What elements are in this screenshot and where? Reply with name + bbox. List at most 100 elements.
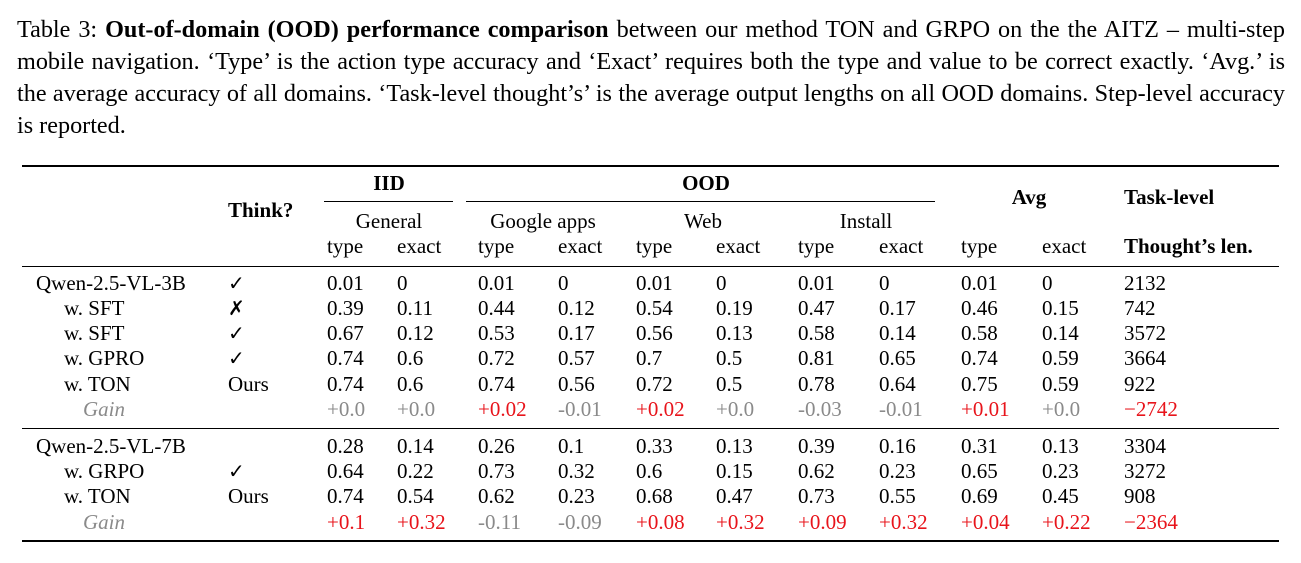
table-cell: 0.6: [397, 372, 424, 396]
model-name: w. GPRO: [64, 346, 145, 370]
gain-cell: -0.03: [798, 397, 842, 421]
table-cell: 0.57: [558, 346, 595, 370]
subheader-type: type: [636, 234, 673, 258]
table-cell: 0.81: [798, 346, 835, 370]
table-cell: 0.62: [478, 484, 515, 508]
table-cell: 0.39: [327, 296, 364, 320]
table-cell: 0.13: [716, 321, 753, 345]
think-marker: ✓: [228, 459, 245, 483]
table-cell: 0: [558, 271, 569, 295]
table-cell: 0.64: [879, 372, 916, 396]
gain-cell: +0.1: [327, 510, 366, 534]
table-cell: 3304: [1124, 434, 1166, 458]
gain-cell: +0.01: [961, 397, 1010, 421]
subheader-exact: exact: [716, 234, 761, 258]
table-cell: 0.78: [798, 372, 835, 396]
header-thought-len: Thought’s len.: [1124, 234, 1253, 258]
gain-label: Gain: [83, 510, 125, 534]
iid-underline: [324, 201, 453, 202]
table-cell: 0.11: [397, 296, 433, 320]
table-cell: 0.64: [327, 459, 364, 483]
gain-cell: -0.09: [558, 510, 602, 534]
table-cell: 3272: [1124, 459, 1166, 483]
gain-cell: +0.04: [961, 510, 1010, 534]
top-rule: [22, 165, 1279, 167]
table-cell: 0.65: [879, 346, 916, 370]
subheader-type: type: [327, 234, 364, 258]
group-rule: [22, 428, 1279, 429]
table-cell: 0.01: [327, 271, 364, 295]
header-ood: OOD: [682, 171, 730, 195]
table-cell: 0.16: [879, 434, 916, 458]
table-cell: 0.47: [716, 484, 753, 508]
gain-cell: −2364: [1124, 510, 1178, 534]
subheader-exact: exact: [397, 234, 442, 258]
table-cell: 0.26: [478, 434, 515, 458]
table-cell: 0.23: [879, 459, 916, 483]
model-name: w. SFT: [64, 321, 125, 345]
table-cell: 0.28: [327, 434, 364, 458]
model-name: Qwen-2.5-VL-3B: [36, 271, 186, 295]
table-cell: 0.73: [798, 484, 835, 508]
header-think: Think?: [228, 198, 294, 222]
header-install: Install: [839, 209, 893, 233]
table-cell: 0.75: [961, 372, 998, 396]
table-cell: 0.14: [1042, 321, 1079, 345]
subheader-exact: exact: [879, 234, 924, 258]
model-name: w. GRPO: [64, 459, 145, 483]
think-marker: Ours: [228, 484, 269, 508]
table-cell: 0.32: [558, 459, 595, 483]
model-name: Qwen-2.5-VL-7B: [36, 434, 186, 458]
bottom-rule: [22, 540, 1279, 542]
table-cell: 3664: [1124, 346, 1166, 370]
table-cell: 0.69: [961, 484, 998, 508]
table-cell: 0.15: [716, 459, 753, 483]
table-cell: 0.59: [1042, 346, 1079, 370]
table-cell: 0.7: [636, 346, 663, 370]
table-cell: 0: [1042, 271, 1053, 295]
table-cell: 922: [1124, 372, 1156, 396]
header-iid: IID: [373, 171, 405, 195]
table-cell: 0.12: [558, 296, 595, 320]
table-cell: 0.01: [798, 271, 835, 295]
table-cell: 0.1: [558, 434, 585, 458]
gain-cell: +0.0: [397, 397, 436, 421]
table-cell: 0.23: [1042, 459, 1079, 483]
table-cell: 0.6: [397, 346, 424, 370]
gain-cell: +0.32: [397, 510, 446, 534]
table-cell: 0.19: [716, 296, 753, 320]
header-rule: [22, 266, 1279, 267]
table-cell: 2132: [1124, 271, 1166, 295]
table-cell: 908: [1124, 484, 1156, 508]
table-cell: 0.17: [558, 321, 595, 345]
table-cell: 0.56: [558, 372, 595, 396]
subheader-type: type: [798, 234, 835, 258]
table-cell: 3572: [1124, 321, 1166, 345]
header-general: General: [355, 209, 423, 233]
table-caption: Table 3: Out-of-domain (OOD) performance…: [17, 14, 1285, 142]
table-cell: 0.74: [961, 346, 998, 370]
gain-cell: -0.01: [879, 397, 923, 421]
table-cell: 0.33: [636, 434, 673, 458]
table-cell: 0.73: [478, 459, 515, 483]
header-task-level: Task-level: [1124, 185, 1215, 209]
gain-cell: +0.32: [879, 510, 928, 534]
table-cell: 0.58: [798, 321, 835, 345]
table-cell: 0.74: [478, 372, 515, 396]
table-cell: 0.67: [327, 321, 364, 345]
table-cell: 0.58: [961, 321, 998, 345]
model-name: w. TON: [64, 484, 131, 508]
table-cell: 0: [397, 271, 408, 295]
table-cell: 0.31: [961, 434, 998, 458]
caption-bold: Out-of-domain (OOD) performance comparis…: [105, 16, 609, 43]
table-cell: 0.01: [961, 271, 998, 295]
table-cell: 0.59: [1042, 372, 1079, 396]
table-cell: 0.01: [636, 271, 673, 295]
table-cell: 0.14: [879, 321, 916, 345]
header-avg: Avg: [1011, 185, 1047, 209]
model-name: w. TON: [64, 372, 131, 396]
table-cell: 0.46: [961, 296, 998, 320]
table-cell: 0.65: [961, 459, 998, 483]
subheader-type: type: [478, 234, 515, 258]
table-cell: 0.12: [397, 321, 434, 345]
